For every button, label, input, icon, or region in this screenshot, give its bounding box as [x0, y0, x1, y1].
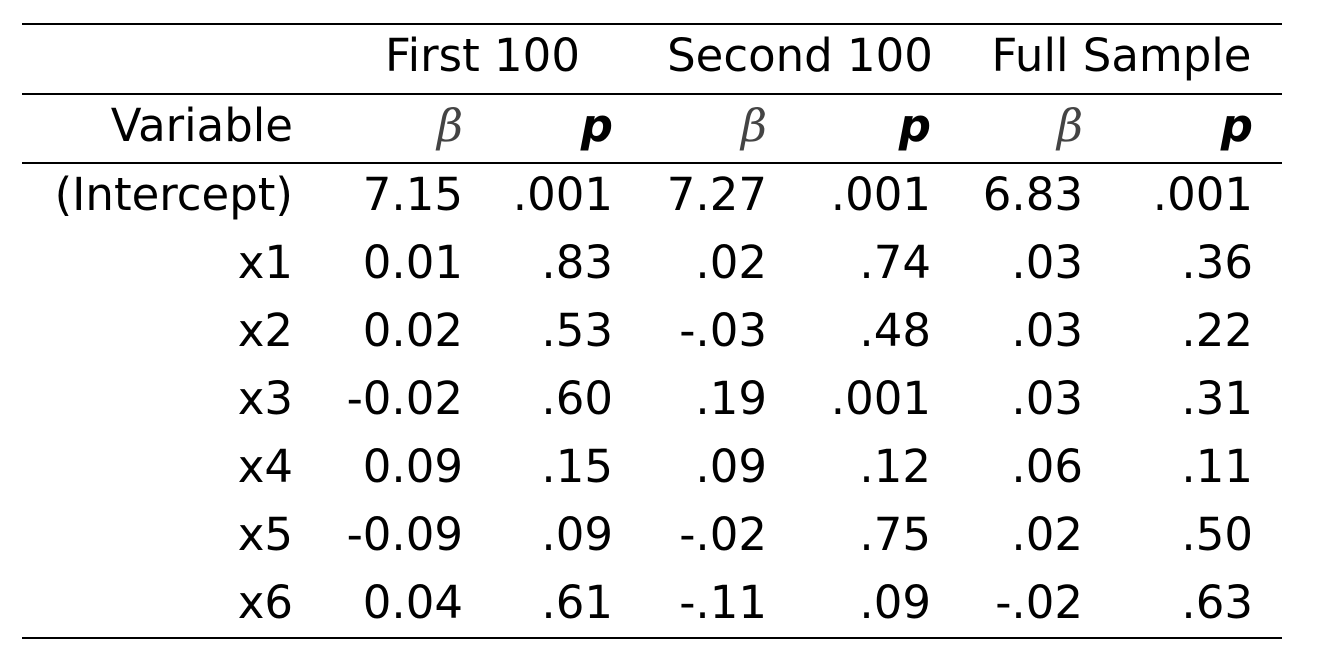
beta-header: β	[436, 99, 463, 152]
variable-name: (Intercept)	[54, 168, 293, 221]
beta-value: -.11	[679, 576, 767, 629]
p-value: .75	[859, 508, 931, 561]
beta-value: .03	[1011, 372, 1083, 425]
p-value: .09	[541, 508, 613, 561]
beta-value: .06	[1011, 440, 1083, 493]
variable-name: x4	[237, 440, 293, 493]
group-header: First 100	[385, 29, 580, 82]
group-rule	[22, 93, 1282, 95]
p-value: .001	[830, 168, 931, 221]
beta-value: 7.15	[362, 168, 463, 221]
p-value: .001	[830, 372, 931, 425]
variable-name: x5	[237, 508, 293, 561]
beta-value: 0.02	[362, 304, 463, 357]
beta-value: -.02	[679, 508, 767, 561]
top-rule	[22, 23, 1282, 25]
p-header: p	[1220, 99, 1253, 152]
beta-value: -0.02	[346, 372, 463, 425]
beta-value: -.03	[679, 304, 767, 357]
p-value: .36	[1181, 236, 1253, 289]
beta-value: 0.01	[362, 236, 463, 289]
p-value: .15	[541, 440, 613, 493]
p-value: .001	[512, 168, 613, 221]
beta-value: .02	[695, 236, 767, 289]
group-header: Full Sample	[991, 29, 1252, 82]
beta-value: 6.83	[982, 168, 1083, 221]
beta-value: .19	[695, 372, 767, 425]
beta-header: β	[740, 99, 767, 152]
bottom-rule	[22, 637, 1282, 639]
p-value: .50	[1181, 508, 1253, 561]
p-value: .61	[541, 576, 613, 629]
p-value: .001	[1152, 168, 1253, 221]
variable-name: x2	[237, 304, 293, 357]
p-value: .22	[1181, 304, 1253, 357]
p-value: .83	[541, 236, 613, 289]
beta-value: -0.09	[346, 508, 463, 561]
p-value: .12	[859, 440, 931, 493]
variable-header: Variable	[110, 99, 293, 152]
p-value: .53	[541, 304, 613, 357]
variable-name: x1	[237, 236, 293, 289]
group-header: Second 100	[667, 29, 933, 82]
p-value: .31	[1181, 372, 1253, 425]
p-value: .09	[859, 576, 931, 629]
beta-header: β	[1056, 99, 1083, 152]
beta-value: .03	[1011, 236, 1083, 289]
beta-value: .03	[1011, 304, 1083, 357]
header-rule	[22, 162, 1282, 164]
beta-value: .09	[695, 440, 767, 493]
p-value: .11	[1181, 440, 1253, 493]
beta-value: .02	[1011, 508, 1083, 561]
beta-value: 0.04	[362, 576, 463, 629]
variable-name: x6	[237, 576, 293, 629]
variable-name: x3	[237, 372, 293, 425]
p-header: p	[580, 99, 613, 152]
p-value: .63	[1181, 576, 1253, 629]
p-header: p	[898, 99, 931, 152]
beta-value: 7.27	[666, 168, 767, 221]
beta-value: 0.09	[362, 440, 463, 493]
p-value: .48	[859, 304, 931, 357]
p-value: .60	[541, 372, 613, 425]
beta-value: -.02	[995, 576, 1083, 629]
p-value: .74	[859, 236, 931, 289]
